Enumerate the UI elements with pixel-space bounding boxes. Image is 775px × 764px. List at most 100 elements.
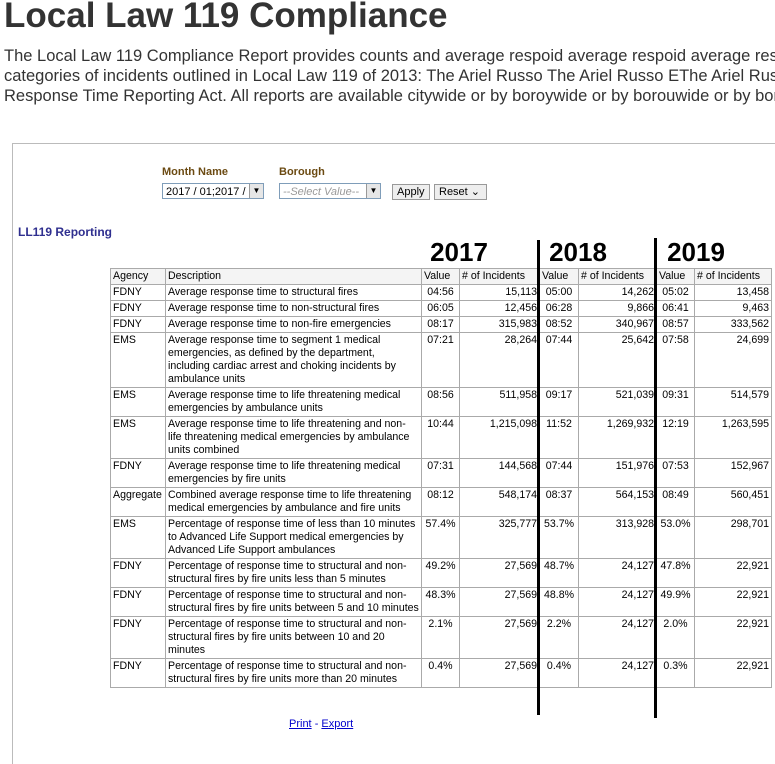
description-cell: Percentage of response time to structura… <box>165 587 422 617</box>
value-cell: 2.1% <box>421 616 460 659</box>
incidents-cell: 27,569 <box>459 587 540 617</box>
incidents-cell: 27,569 <box>459 658 540 688</box>
header-cell: Agency <box>110 268 166 285</box>
value-cell: 53.7% <box>539 516 579 559</box>
incidents-cell: 521,039 <box>578 387 657 417</box>
incidents-cell: 24,699 <box>694 332 772 388</box>
description-cell: Average response time to life threatenin… <box>165 387 422 417</box>
footer-links: Print - Export <box>289 718 353 730</box>
button-label: Reset <box>439 186 468 198</box>
value-cell: 57.4% <box>421 516 460 559</box>
value-cell: 06:41 <box>656 300 695 317</box>
value-cell: 0.3% <box>656 658 695 688</box>
incidents-cell: 1,263,595 <box>694 416 772 459</box>
apply-button[interactable]: Apply <box>392 184 430 200</box>
description-cell: Percentage of response time to structura… <box>165 558 422 588</box>
header-cell: Value <box>539 268 579 285</box>
agency-cell: FDNY <box>110 616 166 659</box>
incidents-cell: 298,701 <box>694 516 772 559</box>
agency-cell: FDNY <box>110 316 166 333</box>
incidents-cell: 560,451 <box>694 487 772 517</box>
header-cell: # of Incidents <box>459 268 540 285</box>
value-cell: 09:17 <box>539 387 579 417</box>
year-label: 2018 <box>549 237 607 267</box>
description-cell: Average response time to non-fire emerge… <box>165 316 422 333</box>
value-cell: 07:58 <box>656 332 695 388</box>
value-cell: 08:49 <box>656 487 695 517</box>
value-cell: 08:57 <box>656 316 695 333</box>
header-cell: # of Incidents <box>694 268 772 285</box>
incidents-cell: 25,642 <box>578 332 657 388</box>
incidents-cell: 12,456 <box>459 300 540 317</box>
incidents-cell: 152,967 <box>694 458 772 488</box>
agency-cell: EMS <box>110 416 166 459</box>
select-value: --Select Value-- <box>283 186 360 198</box>
description-line: Response Time Reporting Act. All reports… <box>4 87 775 105</box>
value-cell: 06:05 <box>421 300 460 317</box>
table-row: EMS Average response time to life threate… <box>110 387 772 417</box>
header-cell: Value <box>656 268 695 285</box>
export-link[interactable]: Export <box>321 718 354 730</box>
borough-select[interactable]: --Select Value-- ▼ <box>279 183 381 199</box>
agency-cell: Aggregate <box>110 487 166 517</box>
reset-button[interactable]: Reset ⌄ <box>434 184 487 200</box>
value-cell: 0.4% <box>539 658 579 688</box>
incidents-cell: 27,569 <box>459 616 540 659</box>
month-select[interactable]: 2017 / 01;2017 /▼ <box>162 183 264 199</box>
value-cell: 08:52 <box>539 316 579 333</box>
incidents-cell: 24,127 <box>578 616 657 659</box>
incidents-cell: 1,269,932 <box>578 416 657 459</box>
year-divider <box>654 238 657 718</box>
incidents-cell: 315,983 <box>459 316 540 333</box>
incidents-cell: 27,569 <box>459 558 540 588</box>
description-cell: Combined average response time to life t… <box>165 487 422 517</box>
value-cell: 48.3% <box>421 587 460 617</box>
description-line: categories of incidents outlined in Loca… <box>4 67 775 85</box>
incidents-cell: 151,976 <box>578 458 657 488</box>
table-row: FDNY Percentage of response time to struc… <box>110 616 772 659</box>
value-cell: 07:44 <box>539 332 579 388</box>
header-cell: Value <box>421 268 460 285</box>
section-title: LL119 Reporting <box>18 225 113 239</box>
value-cell: 10:44 <box>421 416 460 459</box>
value-cell: 0.4% <box>421 658 460 688</box>
incidents-cell: 9,463 <box>694 300 772 317</box>
value-cell: 06:28 <box>539 300 579 317</box>
print-link[interactable]: Print <box>289 718 312 730</box>
value-cell: 07:53 <box>656 458 695 488</box>
incidents-cell: 548,174 <box>459 487 540 517</box>
incidents-cell: 22,921 <box>694 658 772 688</box>
table-row: Aggregate Combined average response time … <box>110 487 772 517</box>
agency-cell: EMS <box>110 387 166 417</box>
value-cell: 08:56 <box>421 387 460 417</box>
incidents-cell: 28,264 <box>459 332 540 388</box>
value-cell: 53.0% <box>656 516 695 559</box>
select-value: 2017 / 01;2017 / <box>166 186 246 198</box>
incidents-cell: 564,153 <box>578 487 657 517</box>
table-row: EMS Average response time to segment 1 me… <box>110 332 772 388</box>
description-cell: Percentage of response time of less than… <box>165 516 422 559</box>
value-cell: 04:56 <box>421 284 460 301</box>
header-cell: Description <box>165 268 422 285</box>
incidents-cell: 13,458 <box>694 284 772 301</box>
value-cell: 07:21 <box>421 332 460 388</box>
table-row: EMS Average response time to life threate… <box>110 416 772 459</box>
agency-cell: FDNY <box>110 284 166 301</box>
value-cell: 12:19 <box>656 416 695 459</box>
table-row: FDNY Average response time to non-fire em… <box>110 316 772 333</box>
value-cell: 49.9% <box>656 587 695 617</box>
description-cell: Average response time to life threatenin… <box>165 458 422 488</box>
incidents-cell: 24,127 <box>578 658 657 688</box>
dropdown-arrow: ▼ <box>249 184 263 198</box>
incidents-cell: 22,921 <box>694 558 772 588</box>
table-row: FDNY Average response time to life threat… <box>110 458 772 488</box>
report-table: Agency Description Value # of Incidents Valu… <box>110 268 772 688</box>
incidents-cell: 325,777 <box>459 516 540 559</box>
table-row: FDNY Percentage of response time to struc… <box>110 558 772 588</box>
separator: - <box>314 718 319 730</box>
incidents-cell: 24,127 <box>578 587 657 617</box>
table-row: FDNY Percentage of response time to struc… <box>110 658 772 688</box>
header-row: Agency Description Value # of Incidents Valu… <box>110 268 772 285</box>
description-cell: Average response time to non-structural … <box>165 300 422 317</box>
incidents-cell: 14,262 <box>578 284 657 301</box>
